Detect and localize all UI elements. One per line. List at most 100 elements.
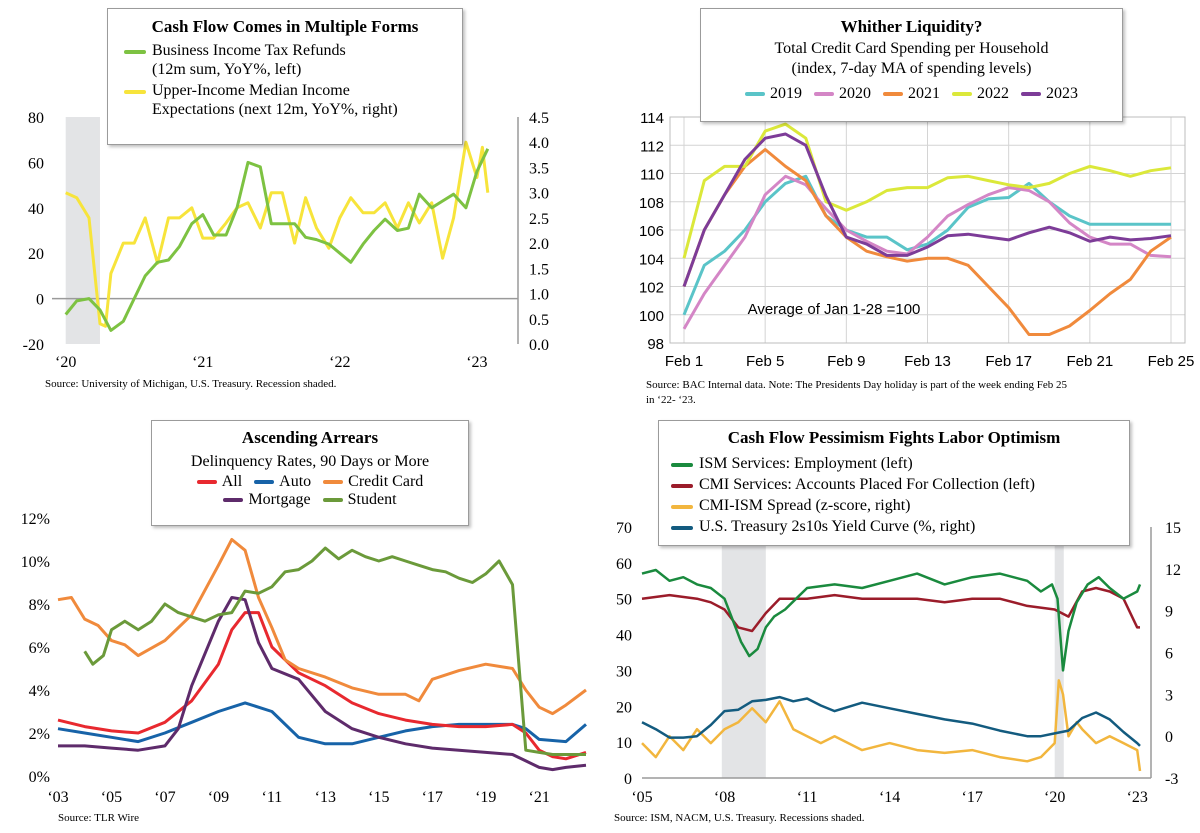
legend-label: ISM Services: Employment (left) xyxy=(699,455,913,472)
legend-item-income-expectations: Upper-Income Median Income Expectations … xyxy=(120,81,450,119)
legend-label: 2023 xyxy=(1046,85,1078,102)
x-tick-label: ‘17 xyxy=(961,789,982,806)
legend-label: U.S. Treasury 2s10s Yield Curve (%, righ… xyxy=(699,518,976,535)
legend-swatch xyxy=(323,480,344,485)
series-line-cmi-ism-spread xyxy=(641,679,1142,772)
chart-title: Ascending Arrears xyxy=(241,428,379,447)
y-tick-label-left: 60 xyxy=(28,155,44,172)
series-line-all xyxy=(57,611,587,761)
x-tick-label: ‘09 xyxy=(208,789,229,806)
legend-series-row-2: Mortgage Student xyxy=(158,491,462,509)
x-tick-label: Feb 13 xyxy=(904,353,951,370)
legend-swatch xyxy=(196,480,217,485)
series-line-mortgage xyxy=(58,596,587,772)
y-tick-label: 98 xyxy=(647,336,664,353)
y-tick-label-left: 40 xyxy=(28,201,44,218)
legend-swatch xyxy=(322,498,343,503)
legend-swatch xyxy=(671,505,693,509)
y-tick-label: 102 xyxy=(639,280,664,297)
chart-legend-ascending-arrears: Ascending Arrears Delinquency Rates, 90 … xyxy=(151,420,469,526)
y-tick-label: 114 xyxy=(640,110,664,127)
series-line-income-expectations xyxy=(65,140,490,328)
series-line-yield-curve xyxy=(641,695,1141,747)
x-tick-label: ‘21 xyxy=(192,354,213,371)
x-tick-label: ‘03 xyxy=(47,789,68,806)
y-tick-label: 112 xyxy=(640,138,664,155)
legend-label: Credit Card xyxy=(348,473,424,490)
y-tick-label: 0% xyxy=(29,769,50,786)
x-tick-label: ‘15 xyxy=(368,789,389,806)
y-tick-label: 12% xyxy=(21,511,50,528)
y-tick-label-right: 3.0 xyxy=(529,186,549,203)
legend-swatch xyxy=(671,526,693,530)
y-tick-label-right: 9 xyxy=(1165,604,1173,621)
chart-canvas-cash-flow-forms: 80 60 40 20 0 -20 4.5 4.0 3.5 3.0 2.5 2.0 1.5 1.0 0.5 0… xyxy=(23,110,549,371)
x-tick-label: ‘21 xyxy=(529,789,550,806)
legend-item-mortgage: Mortgage xyxy=(223,491,311,509)
y-tick-label: 104 xyxy=(639,251,664,268)
legend-swatch xyxy=(1021,92,1041,97)
y-tick-label-left: 80 xyxy=(28,110,44,127)
legend-series-row-1: All Auto Credit Card xyxy=(158,473,462,491)
y-tick-label-right: 4.0 xyxy=(529,135,549,152)
chart-subtitle: Total Credit Card Spending per Household… xyxy=(774,40,1049,77)
legend-swatch xyxy=(814,92,834,97)
series-line-tax-refunds xyxy=(64,148,490,332)
series-line-cmi-collection xyxy=(641,586,1140,633)
legend-label: Auto xyxy=(279,473,312,490)
legend-label: 2021 xyxy=(908,85,940,102)
y-tick-label-right: 15 xyxy=(1165,520,1181,537)
legend-label: All xyxy=(221,473,243,490)
legend-swatch xyxy=(883,92,903,97)
x-tick-label: ‘11 xyxy=(797,789,818,806)
x-tick-label: Feb 1 xyxy=(665,353,703,370)
y-tick-label-right: 0.5 xyxy=(529,312,549,329)
chart-title: Whither Liquidity? xyxy=(840,17,983,36)
y-tick-label: 100 xyxy=(639,308,664,325)
y-tick-label-left: 0 xyxy=(624,771,632,788)
series-line-2019 xyxy=(682,174,1171,316)
legend-item-2022: 2022 xyxy=(952,85,1009,103)
legend-swatch xyxy=(671,484,693,488)
x-tick-label: ‘05 xyxy=(631,789,652,806)
y-tick-label-left: 10 xyxy=(616,735,632,752)
series-line-credit-card xyxy=(57,538,587,716)
chart-source: Source: TLR Wire xyxy=(58,812,140,824)
legend-item-auto: Auto xyxy=(254,473,311,491)
x-tick-label: Feb 25 xyxy=(1148,353,1195,370)
legend-label: Mortgage xyxy=(248,491,311,508)
x-tick-label: ‘05 xyxy=(101,789,122,806)
y-tick-label-right: 4.5 xyxy=(529,110,549,127)
chart-panel-cash-flow-pessimism: 70 60 50 40 30 20 10 0 15 12 9 6 3 0 -3 ‘05 ‘08 ‘11 ‘14 ‘17… xyxy=(600,416,1200,833)
x-tick-label: ‘20 xyxy=(55,354,76,371)
chart-canvas-ascending-arrears: 12% 10% 8% 6% 4% 2% 0% ‘03 ‘05 ‘07 ‘09 ‘11 ‘13 ‘15 ‘17… xyxy=(21,511,587,806)
chart-source: Source: University of Michigan, U.S. Tre… xyxy=(45,378,337,390)
legend-item-yield-curve: U.S. Treasury 2s10s Yield Curve (%, righ… xyxy=(667,517,1121,536)
y-tick-label-left: 50 xyxy=(616,592,632,609)
legend-label: CMI Services: Accounts Placed For Collec… xyxy=(699,476,1035,493)
x-tick-label: ‘13 xyxy=(315,789,336,806)
y-tick-label: 10% xyxy=(21,554,50,571)
legend-label: 2022 xyxy=(977,85,1009,102)
y-tick-label-right: 1.0 xyxy=(529,287,549,304)
recession-shading xyxy=(1054,527,1064,778)
y-tick-label-right: 6 xyxy=(1165,646,1173,663)
y-tick-label: 108 xyxy=(639,195,664,212)
y-tick-label-left: 0 xyxy=(36,292,44,309)
y-tick-label: 8% xyxy=(29,597,50,614)
x-tick-label: ‘14 xyxy=(879,789,900,806)
y-tick-label-right: 1.5 xyxy=(529,261,549,278)
series-line-ism-employment xyxy=(641,568,1142,672)
chart-panel-cash-flow-forms: 80 60 40 20 0 -20 4.5 4.0 3.5 3.0 2.5 2.0 1.5 1.0 0.5 0… xyxy=(0,0,600,416)
chart-subtitle: Delinquency Rates, 90 Days or More xyxy=(190,453,430,470)
legend-swatch xyxy=(124,90,146,94)
legend-item-cmi-collection: CMI Services: Accounts Placed For Collec… xyxy=(667,475,1121,494)
legend-swatch xyxy=(254,480,275,485)
y-tick-label-left: 70 xyxy=(616,520,632,537)
x-tick-label: ‘23 xyxy=(1127,789,1148,806)
chart-legend-cash-flow-forms: Cash Flow Comes in Multiple Forms Busine… xyxy=(107,8,463,145)
chart-legend-whither-liquidity: Whither Liquidity? Total Credit Card Spe… xyxy=(700,8,1123,122)
series-line-2020 xyxy=(682,174,1172,330)
